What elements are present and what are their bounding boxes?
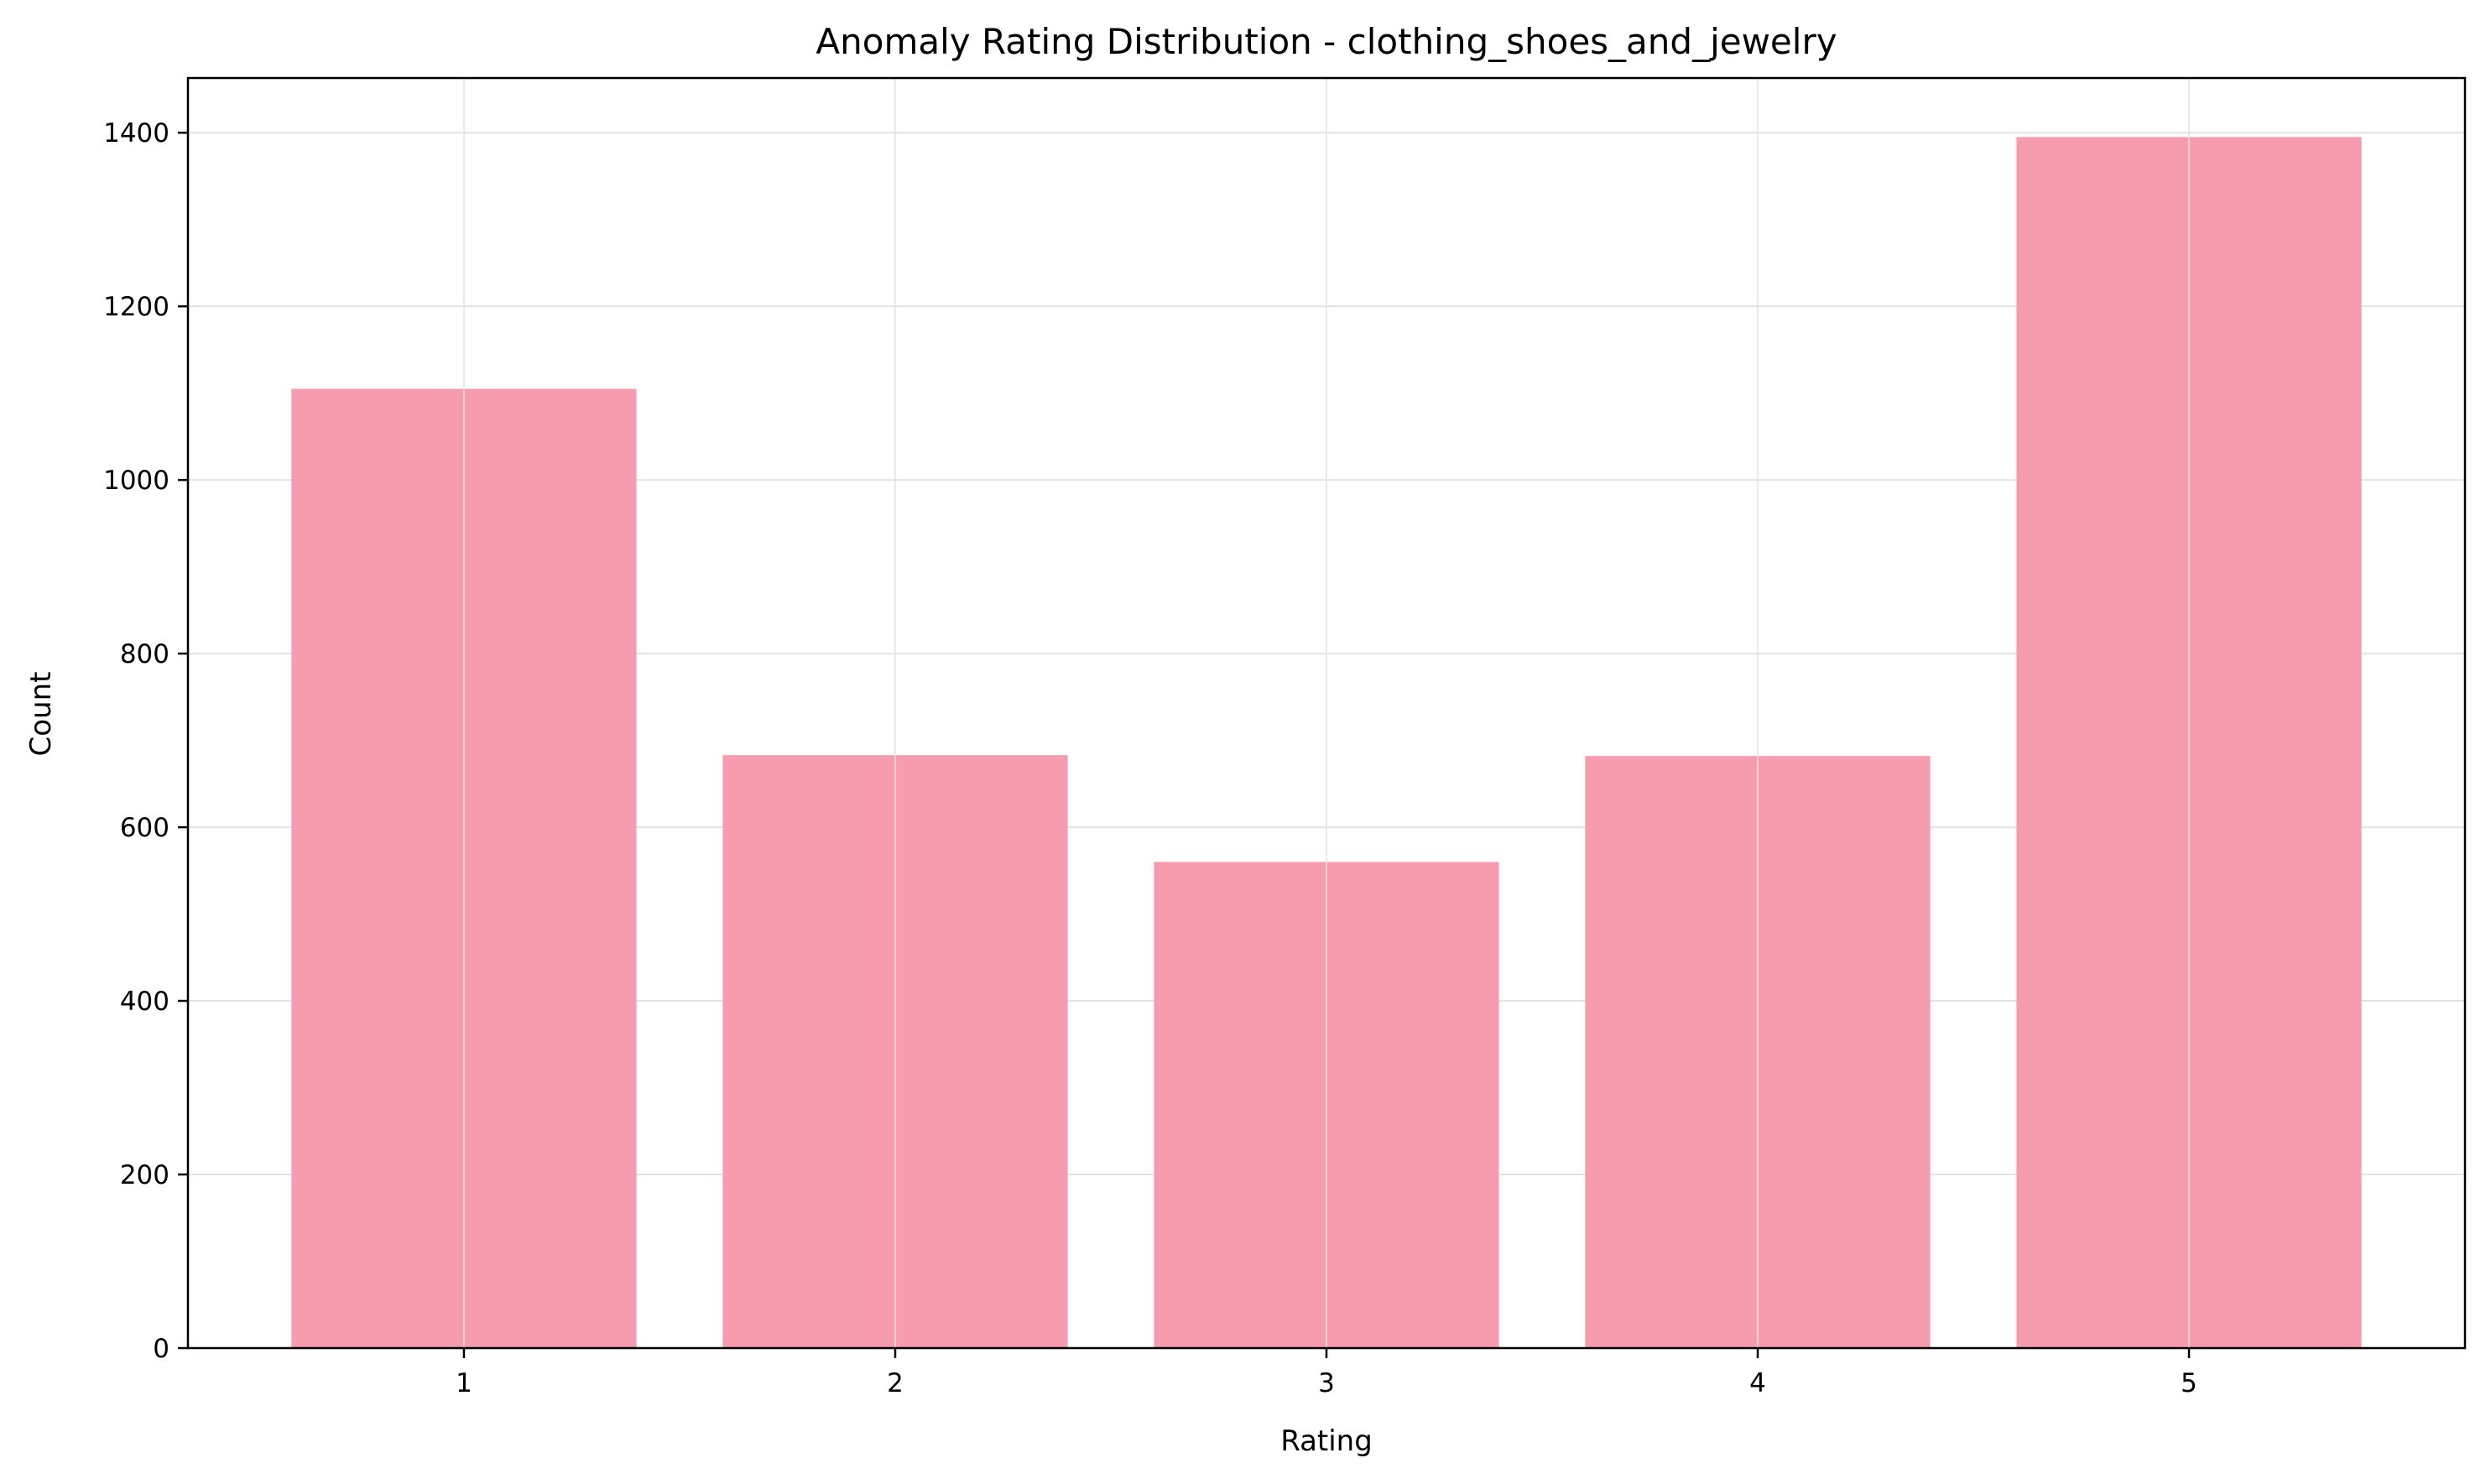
x-axis-title: Rating xyxy=(1280,1424,1373,1458)
x-tick-label: 4 xyxy=(1749,1368,1766,1398)
x-tick-label: 2 xyxy=(887,1368,904,1398)
x-axis-ticks: 1 2 3 4 5 xyxy=(456,1348,2197,1398)
y-tick-label: 1400 xyxy=(103,118,169,148)
y-tick-label: 400 xyxy=(120,987,169,1017)
y-tick-label: 600 xyxy=(120,813,169,843)
vertical-grid-layer xyxy=(462,78,2191,1348)
y-axis-ticks: 0 200 400 600 800 1000 1200 1400 xyxy=(103,118,188,1364)
x-tick-label: 1 xyxy=(456,1368,472,1398)
y-tick-label: 1200 xyxy=(103,292,169,322)
y-tick-label: 200 xyxy=(120,1160,169,1190)
y-tick-label: 0 xyxy=(153,1334,169,1364)
y-axis-title: Count xyxy=(24,672,58,757)
x-tick-label: 3 xyxy=(1318,1368,1335,1398)
y-tick-label: 1000 xyxy=(103,466,169,496)
chart-title: Anomaly Rating Distribution - clothing_s… xyxy=(816,21,1837,62)
y-tick-label: 800 xyxy=(120,639,169,669)
x-tick-label: 5 xyxy=(2181,1368,2197,1398)
